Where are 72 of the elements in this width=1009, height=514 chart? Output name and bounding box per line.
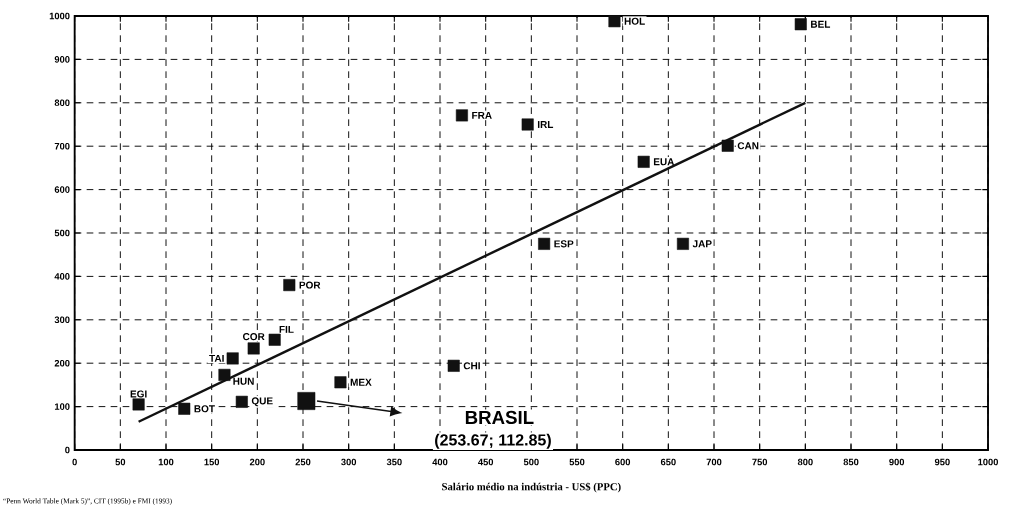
y-tick-label: 900 xyxy=(54,56,70,63)
x-tick-label: 850 xyxy=(843,458,859,466)
x-tick-label: 650 xyxy=(660,458,676,466)
series-label: HUN xyxy=(233,377,254,385)
series-label: FRA xyxy=(472,111,492,119)
point xyxy=(721,139,734,152)
series-label: EGI xyxy=(130,390,147,398)
annotation: (253.67; 112.85) xyxy=(435,433,551,449)
y-tick-label: 800 xyxy=(54,99,70,107)
x-tick-label: 500 xyxy=(523,458,539,466)
series-label: CHI xyxy=(463,362,480,370)
point xyxy=(447,359,460,372)
y-tick-label: 1000 xyxy=(49,12,70,20)
series-label: BEL xyxy=(811,20,831,28)
point xyxy=(226,352,239,365)
point xyxy=(676,237,689,250)
series-label: CAN xyxy=(737,142,759,150)
series-label: FIL xyxy=(279,325,294,333)
point xyxy=(218,368,231,381)
point xyxy=(521,118,534,131)
point xyxy=(794,18,807,31)
x-tick-label: 400 xyxy=(432,458,448,466)
x-tick-label: 600 xyxy=(615,458,631,466)
x-tick-label: 1000 xyxy=(978,458,999,466)
series-label: ESP xyxy=(554,240,574,248)
point xyxy=(334,376,347,389)
x-tick-label: 900 xyxy=(889,458,905,466)
series-label: POR xyxy=(299,281,321,289)
x-tick-label: 750 xyxy=(752,458,768,466)
point xyxy=(132,398,145,411)
point xyxy=(268,333,281,346)
point xyxy=(235,395,248,408)
x-tick-label: 250 xyxy=(295,458,311,466)
y-tick-label: 500 xyxy=(54,229,70,237)
x-tick-label: 200 xyxy=(249,458,265,466)
series-label: MEX xyxy=(350,378,372,386)
point xyxy=(297,392,316,410)
series-label: HOL xyxy=(624,17,645,25)
x-tick-label: 700 xyxy=(706,458,722,466)
y-tick-label: 0 xyxy=(65,446,70,454)
annotation: BRASIL xyxy=(465,410,534,425)
point xyxy=(247,342,260,355)
x-tick-label: 950 xyxy=(934,458,950,466)
x-tick-label: 100 xyxy=(158,458,174,466)
series-label: TAI xyxy=(209,354,224,362)
y-tick-label: 600 xyxy=(54,186,70,193)
x-tick-label: 450 xyxy=(478,458,494,466)
point xyxy=(538,237,551,250)
series-label: JAP xyxy=(692,240,712,248)
y-tick-label: 700 xyxy=(54,142,70,150)
y-tick-label: 400 xyxy=(54,273,70,280)
x-axis-title: Salário médio na indústria - US$ (PPC) xyxy=(442,482,621,493)
x-tick-label: 350 xyxy=(386,458,402,466)
point xyxy=(178,402,191,415)
y-tick-label: 300 xyxy=(54,316,70,324)
x-tick-label: 150 xyxy=(204,458,220,466)
series-label: BOT xyxy=(194,405,215,413)
y-tick-label: 200 xyxy=(54,359,70,367)
series-label: IRL xyxy=(537,121,554,128)
x-tick-label: 800 xyxy=(797,458,813,466)
x-tick-label: 550 xyxy=(569,458,585,466)
series-label: EUA xyxy=(653,158,675,166)
point xyxy=(283,279,296,292)
point xyxy=(637,155,650,168)
series-label: QUE xyxy=(251,397,273,407)
point xyxy=(608,15,621,28)
x-tick-label: 300 xyxy=(341,458,357,466)
series-label: COR xyxy=(242,333,265,341)
x-tick-label: 50 xyxy=(115,458,126,466)
x-tick-label: 0 xyxy=(72,458,77,466)
y-tick-label: 100 xyxy=(54,403,70,410)
point xyxy=(455,109,468,122)
